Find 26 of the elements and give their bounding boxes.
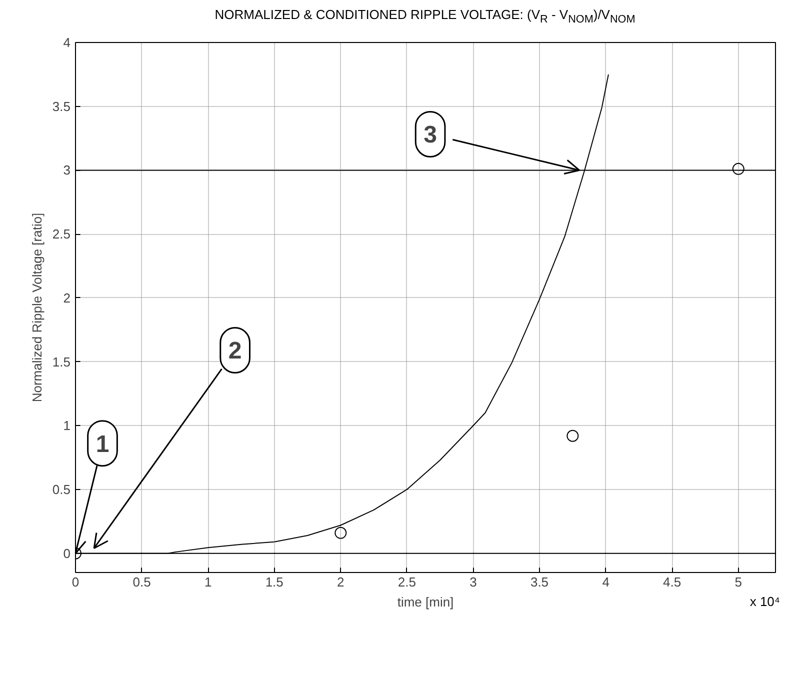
- x-tick-label: 5: [734, 574, 742, 590]
- annotation: 3: [424, 122, 437, 149]
- x-tick-label: 2.5: [398, 574, 416, 590]
- annotation: 2: [228, 338, 242, 365]
- y-tick-label: 1.5: [52, 354, 71, 370]
- x-tick-label: 1: [204, 574, 212, 590]
- x-tick-label: 3: [470, 574, 477, 590]
- x-tick-label: 2: [337, 574, 344, 590]
- y-tick-label: 0.5: [52, 482, 71, 497]
- text: x 10⁴: [750, 594, 780, 609]
- x-tick-label: 3.5: [530, 574, 549, 590]
- annotation: 1: [96, 430, 110, 458]
- y-tick-label: 3: [63, 162, 71, 178]
- y-tick-label: 1: [63, 418, 71, 434]
- x-tick-label: 0.5: [132, 574, 151, 590]
- x-tick-label: 1.5: [265, 574, 284, 590]
- y-tick-label: 4: [63, 35, 71, 50]
- y-axis-title: Normalized Ripple Voltage [ratio]: [29, 212, 44, 402]
- chart-title: NORMALIZED & CONDITIONED RIPPLE VOLTAGE: (V$_{R}$ - V$_{NOM}$)/V$_{NOM}$: [214, 6, 636, 28]
- y-tick-label: 0: [63, 546, 71, 561]
- x-tick-label: 4: [602, 574, 610, 590]
- y-tick-label: 2: [63, 290, 71, 306]
- x-axis-title: time [min]: [397, 594, 454, 610]
- y-tick-label: 2.5: [52, 226, 71, 242]
- x-tick-label: 4.5: [663, 574, 682, 590]
- y-tick-label: 3.5: [52, 98, 71, 114]
